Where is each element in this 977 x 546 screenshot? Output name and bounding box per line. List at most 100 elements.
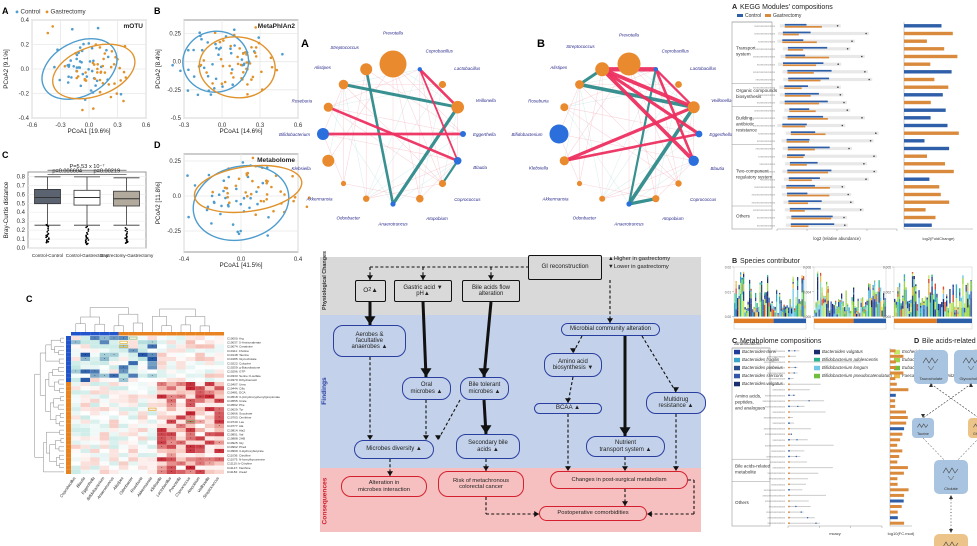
svg-text:Klebsiella: Klebsiella xyxy=(292,166,312,171)
svg-text:Streptococcus: Streptococcus xyxy=(566,44,595,49)
svg-text:peptides,: peptides, xyxy=(735,400,754,405)
svg-text:-0.25: -0.25 xyxy=(167,88,181,94)
svg-text:xxxxxxxxxxxxxx: xxxxxxxxxxxxxx xyxy=(757,217,776,220)
svg-text:0.0: 0.0 xyxy=(17,246,26,252)
svg-text:*: * xyxy=(190,428,191,432)
svg-text:Lactobacillus: Lactobacillus xyxy=(690,66,717,71)
svg-text:*: * xyxy=(200,387,201,391)
svg-text:Coprobacillus: Coprobacillus xyxy=(662,48,690,53)
svg-text:system: system xyxy=(736,52,751,57)
svg-text:xxxxxxxxxxxxxx: xxxxxxxxxxxxxx xyxy=(768,517,786,520)
svg-text:*: * xyxy=(94,370,95,374)
svg-text:0.4: 0.4 xyxy=(294,257,303,263)
svg-text:Anaerotruncus: Anaerotruncus xyxy=(613,222,644,227)
svg-text:PCoA1 [41.5%]: PCoA1 [41.5%] xyxy=(219,262,262,269)
svg-text:C: C xyxy=(26,294,33,304)
svg-text:xxxxxxxxxxxxxxxx: xxxxxxxxxxxxxxxx xyxy=(765,405,786,408)
svg-text:*: * xyxy=(161,458,162,462)
svg-text:xxxxxxxxxxxxxx: xxxxxxxxxxxxxx xyxy=(768,367,786,370)
svg-text:*: * xyxy=(180,441,181,445)
svg-text:xxxxxxxxxxxxxxxx: xxxxxxxxxxxxxxxx xyxy=(754,33,775,36)
svg-text:xxxxxxxxxxxxx: xxxxxxxxxxxxx xyxy=(758,94,776,97)
svg-text:A: A xyxy=(732,2,737,11)
svg-text:*: * xyxy=(104,353,105,357)
svg-text:*: * xyxy=(219,441,220,445)
svg-text:-0.2: -0.2 xyxy=(19,92,30,98)
svg-text:Bile acids-related: Bile acids-related xyxy=(735,463,771,468)
svg-text:*: * xyxy=(190,466,191,470)
svg-text:xxxxxxxxxxxxxxxxx: xxxxxxxxxxxxxxxxx xyxy=(753,125,776,128)
svg-text:Transport: Transport xyxy=(736,46,756,51)
svg-text:xxxxxxxxxxxxx: xxxxxxxxxxxxx xyxy=(758,40,776,43)
svg-text:Cholate: Cholate xyxy=(944,486,959,491)
svg-text:0.004: 0.004 xyxy=(803,290,811,294)
svg-text:xxxxxxxxxxxxxxxxxx: xxxxxxxxxxxxxxxxxx xyxy=(763,400,786,403)
svg-text:*: * xyxy=(209,382,210,386)
svg-text:*: * xyxy=(171,433,172,437)
svg-text:xxxxxxxxxxxxxxx: xxxxxxxxxxxxxxx xyxy=(766,456,786,459)
svg-text:*: * xyxy=(171,437,172,441)
svg-text:Odonbacter: Odonbacter xyxy=(336,216,360,221)
svg-text:Klebsiella: Klebsiella xyxy=(529,166,549,171)
svg-text:*: * xyxy=(219,407,220,411)
svg-text:0.01: 0.01 xyxy=(725,290,731,294)
svg-text:PCoA2 [11.8%]: PCoA2 [11.8%] xyxy=(155,181,162,224)
svg-text:xxxxxxxxxxxxxx: xxxxxxxxxxxxxx xyxy=(757,63,776,66)
svg-text:*: * xyxy=(180,395,181,399)
svg-text:xxxxxxxxxxx: xxxxxxxxxxx xyxy=(771,450,786,453)
svg-text:*: * xyxy=(94,374,95,378)
svg-text:xxxxxxxxxxxxxxxxx: xxxxxxxxxxxxxxxxx xyxy=(753,86,776,89)
svg-text:xxxxxxxxxxxxxxxxxx: xxxxxxxxxxxxxxxxxx xyxy=(752,201,776,204)
svg-text:Others: Others xyxy=(735,500,749,505)
svg-text:*: * xyxy=(161,441,162,445)
svg-text:*: * xyxy=(171,441,172,445)
svg-text:xxxxxxxxxxxxxxxxx: xxxxxxxxxxxxxxxxx xyxy=(753,56,776,59)
svg-text:Bile acids-related metabolites: Bile acids-related metabolites xyxy=(922,338,977,345)
svg-text:Veillonella: Veillonella xyxy=(711,98,732,103)
svg-text:xxxxxxxxxxxxxxxx: xxxxxxxxxxxxxxxx xyxy=(765,350,786,353)
svg-text:*: * xyxy=(219,399,220,403)
svg-text:0.6: 0.6 xyxy=(294,123,303,129)
svg-text:Gastrectomy: Gastrectomy xyxy=(773,13,802,19)
svg-text:*: * xyxy=(113,374,114,378)
svg-text:*: * xyxy=(180,462,181,466)
svg-text:MetaPhlAn2: MetaPhlAn2 xyxy=(258,23,296,30)
svg-text:*: * xyxy=(171,399,172,403)
svg-text:C: C xyxy=(732,336,737,345)
svg-text:xxxxxxxxxxxxx: xxxxxxxxxxxxx xyxy=(769,506,786,509)
svg-text:*: * xyxy=(104,374,105,378)
svg-text:0.25: 0.25 xyxy=(169,159,181,165)
svg-text:Roseburia: Roseburia xyxy=(528,99,549,104)
svg-text:xxxxxxxxxxxxxxxx: xxxxxxxxxxxxxxxx xyxy=(765,433,786,436)
svg-text:0.02: 0.02 xyxy=(725,266,731,270)
svg-text:xxxxxxxxxx: xxxxxxxxxx xyxy=(773,422,786,425)
svg-text:*: * xyxy=(209,391,210,395)
svg-text:Glycine: Glycine xyxy=(973,432,977,436)
svg-text:C: C xyxy=(2,150,9,160)
svg-text:Bacteroides vulgatus: Bacteroides vulgatus xyxy=(822,349,864,354)
svg-text:xxxxxxxxxxx: xxxxxxxxxxx xyxy=(761,178,776,181)
svg-text:Taurocholate: Taurocholate xyxy=(920,376,944,381)
svg-text:*: * xyxy=(219,420,220,424)
svg-text:xxxxxxxxxxxxxxxxx: xxxxxxxxxxxxxxxxx xyxy=(764,361,786,364)
svg-text:0.0: 0.0 xyxy=(21,67,30,73)
svg-text:0.25: 0.25 xyxy=(169,32,181,38)
svg-text:*: * xyxy=(123,366,124,370)
svg-text:PCoA2 [8.4%]: PCoA2 [8.4%] xyxy=(155,49,162,89)
svg-text:metabolite: metabolite xyxy=(735,469,757,474)
svg-text:0.000: 0.000 xyxy=(883,315,891,319)
svg-text:0.4: 0.4 xyxy=(21,18,30,24)
svg-text:*: * xyxy=(180,382,181,386)
svg-text:Control: Control xyxy=(745,13,761,19)
svg-text:*: * xyxy=(190,412,191,416)
svg-text:Coprobacillus: Coprobacillus xyxy=(426,48,454,53)
svg-text:xxxxxxxxxx: xxxxxxxxxx xyxy=(773,411,786,414)
svg-text:Akkermansia: Akkermansia xyxy=(541,197,569,202)
svg-text:*: * xyxy=(104,357,105,361)
svg-text:0.0: 0.0 xyxy=(173,60,182,66)
svg-text:*: * xyxy=(190,437,191,441)
svg-text:xxxxxxxxxxxx: xxxxxxxxxxxx xyxy=(770,461,786,464)
svg-text:mcacy: mcacy xyxy=(829,531,841,536)
svg-text:*: * xyxy=(209,395,210,399)
svg-text:*: * xyxy=(200,470,201,474)
